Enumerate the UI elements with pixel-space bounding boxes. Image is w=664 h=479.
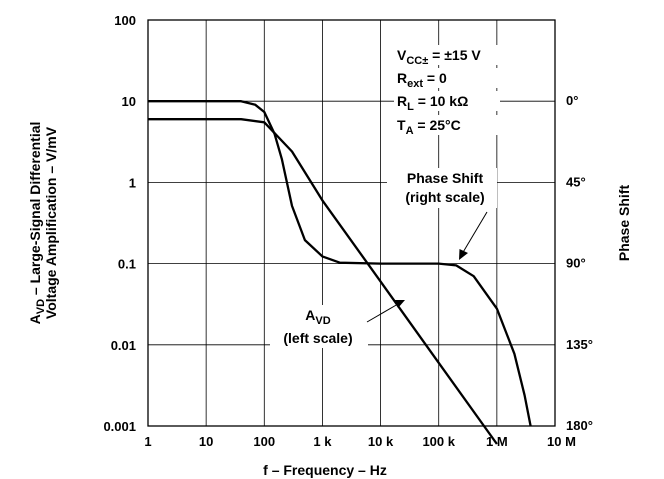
plot-frame <box>147 19 556 427</box>
x-tick-label: 100 k <box>422 434 455 449</box>
y-tick-label: 100 <box>114 13 136 28</box>
avd-annotation-arrow-line <box>366 303 399 323</box>
y-axis-title: AVD – Large-Signal Differential Voltage A… <box>27 122 59 325</box>
avd-annotation-line2: (left scale) <box>283 330 352 346</box>
condition-text: RL = 10 kΩ <box>397 93 468 113</box>
phase-tick-label: 0° <box>566 93 578 108</box>
curves <box>148 100 532 445</box>
phase-annotation-line2: (right scale) <box>405 189 484 205</box>
phase-curve <box>148 100 532 427</box>
phase-tick-label: 45° <box>566 174 586 189</box>
condition-bg <box>394 45 500 65</box>
x-tick-label: 10 M <box>547 434 576 449</box>
condition-bg <box>394 91 500 111</box>
x-tick-label: 1 M <box>486 434 508 449</box>
x-tick-label: 10 k <box>368 434 394 449</box>
y-right-axis-title: Phase Shift <box>616 185 632 262</box>
phase-tick-label: 90° <box>566 256 586 271</box>
phase-annotation-line1: Phase Shift <box>407 170 484 186</box>
x-tick-label: 1 k <box>313 434 332 449</box>
y-tick-label: 0.01 <box>111 338 136 353</box>
phase-annotation-arrow-line <box>461 211 488 255</box>
avd-curve <box>148 118 498 445</box>
y-tick-label: 0.001 <box>103 419 136 434</box>
phase-annotation-arrowhead <box>459 249 468 260</box>
condition-text: Rext = 0 <box>397 70 447 90</box>
labels: f – Frequency – Hz AVD – Large-Signal Dif… <box>27 45 632 478</box>
condition-text: TA = 25°C <box>397 117 461 137</box>
y-axis-title-line1: AVD – Large-Signal Differential <box>27 122 47 325</box>
x-tick-label: 10 <box>199 434 213 449</box>
y-tick-label: 0.1 <box>118 257 136 272</box>
condition-bg <box>394 68 500 88</box>
avd-annotation-bg <box>270 305 368 348</box>
condition-text: VCC± = ±15 V <box>397 47 481 67</box>
phase-annotation-bg <box>387 168 497 208</box>
avd-annotation-arrowhead <box>394 300 405 308</box>
x-axis-title: f – Frequency – Hz <box>263 462 387 478</box>
phase-tick-label: 180° <box>566 418 593 433</box>
x-tick-label: 1 <box>144 434 151 449</box>
phase-axis-title: Phase Shift <box>616 185 632 262</box>
y-tick-label: 1 <box>129 175 136 190</box>
avd-annotation-line1: AVD <box>305 307 330 327</box>
y-tick-label: 10 <box>122 94 136 109</box>
tick-labels: 1 10 100 1 k 10 k 100 k 1 M 10 M 100 10 1 0.1 0.01 0.… <box>103 13 592 449</box>
x-tick-label: 100 <box>253 434 275 449</box>
phase-tick-label: 135° <box>566 337 593 352</box>
condition-bg <box>394 115 500 135</box>
y-axis-title-line2: Voltage Amplification – V/mV <box>43 126 59 319</box>
